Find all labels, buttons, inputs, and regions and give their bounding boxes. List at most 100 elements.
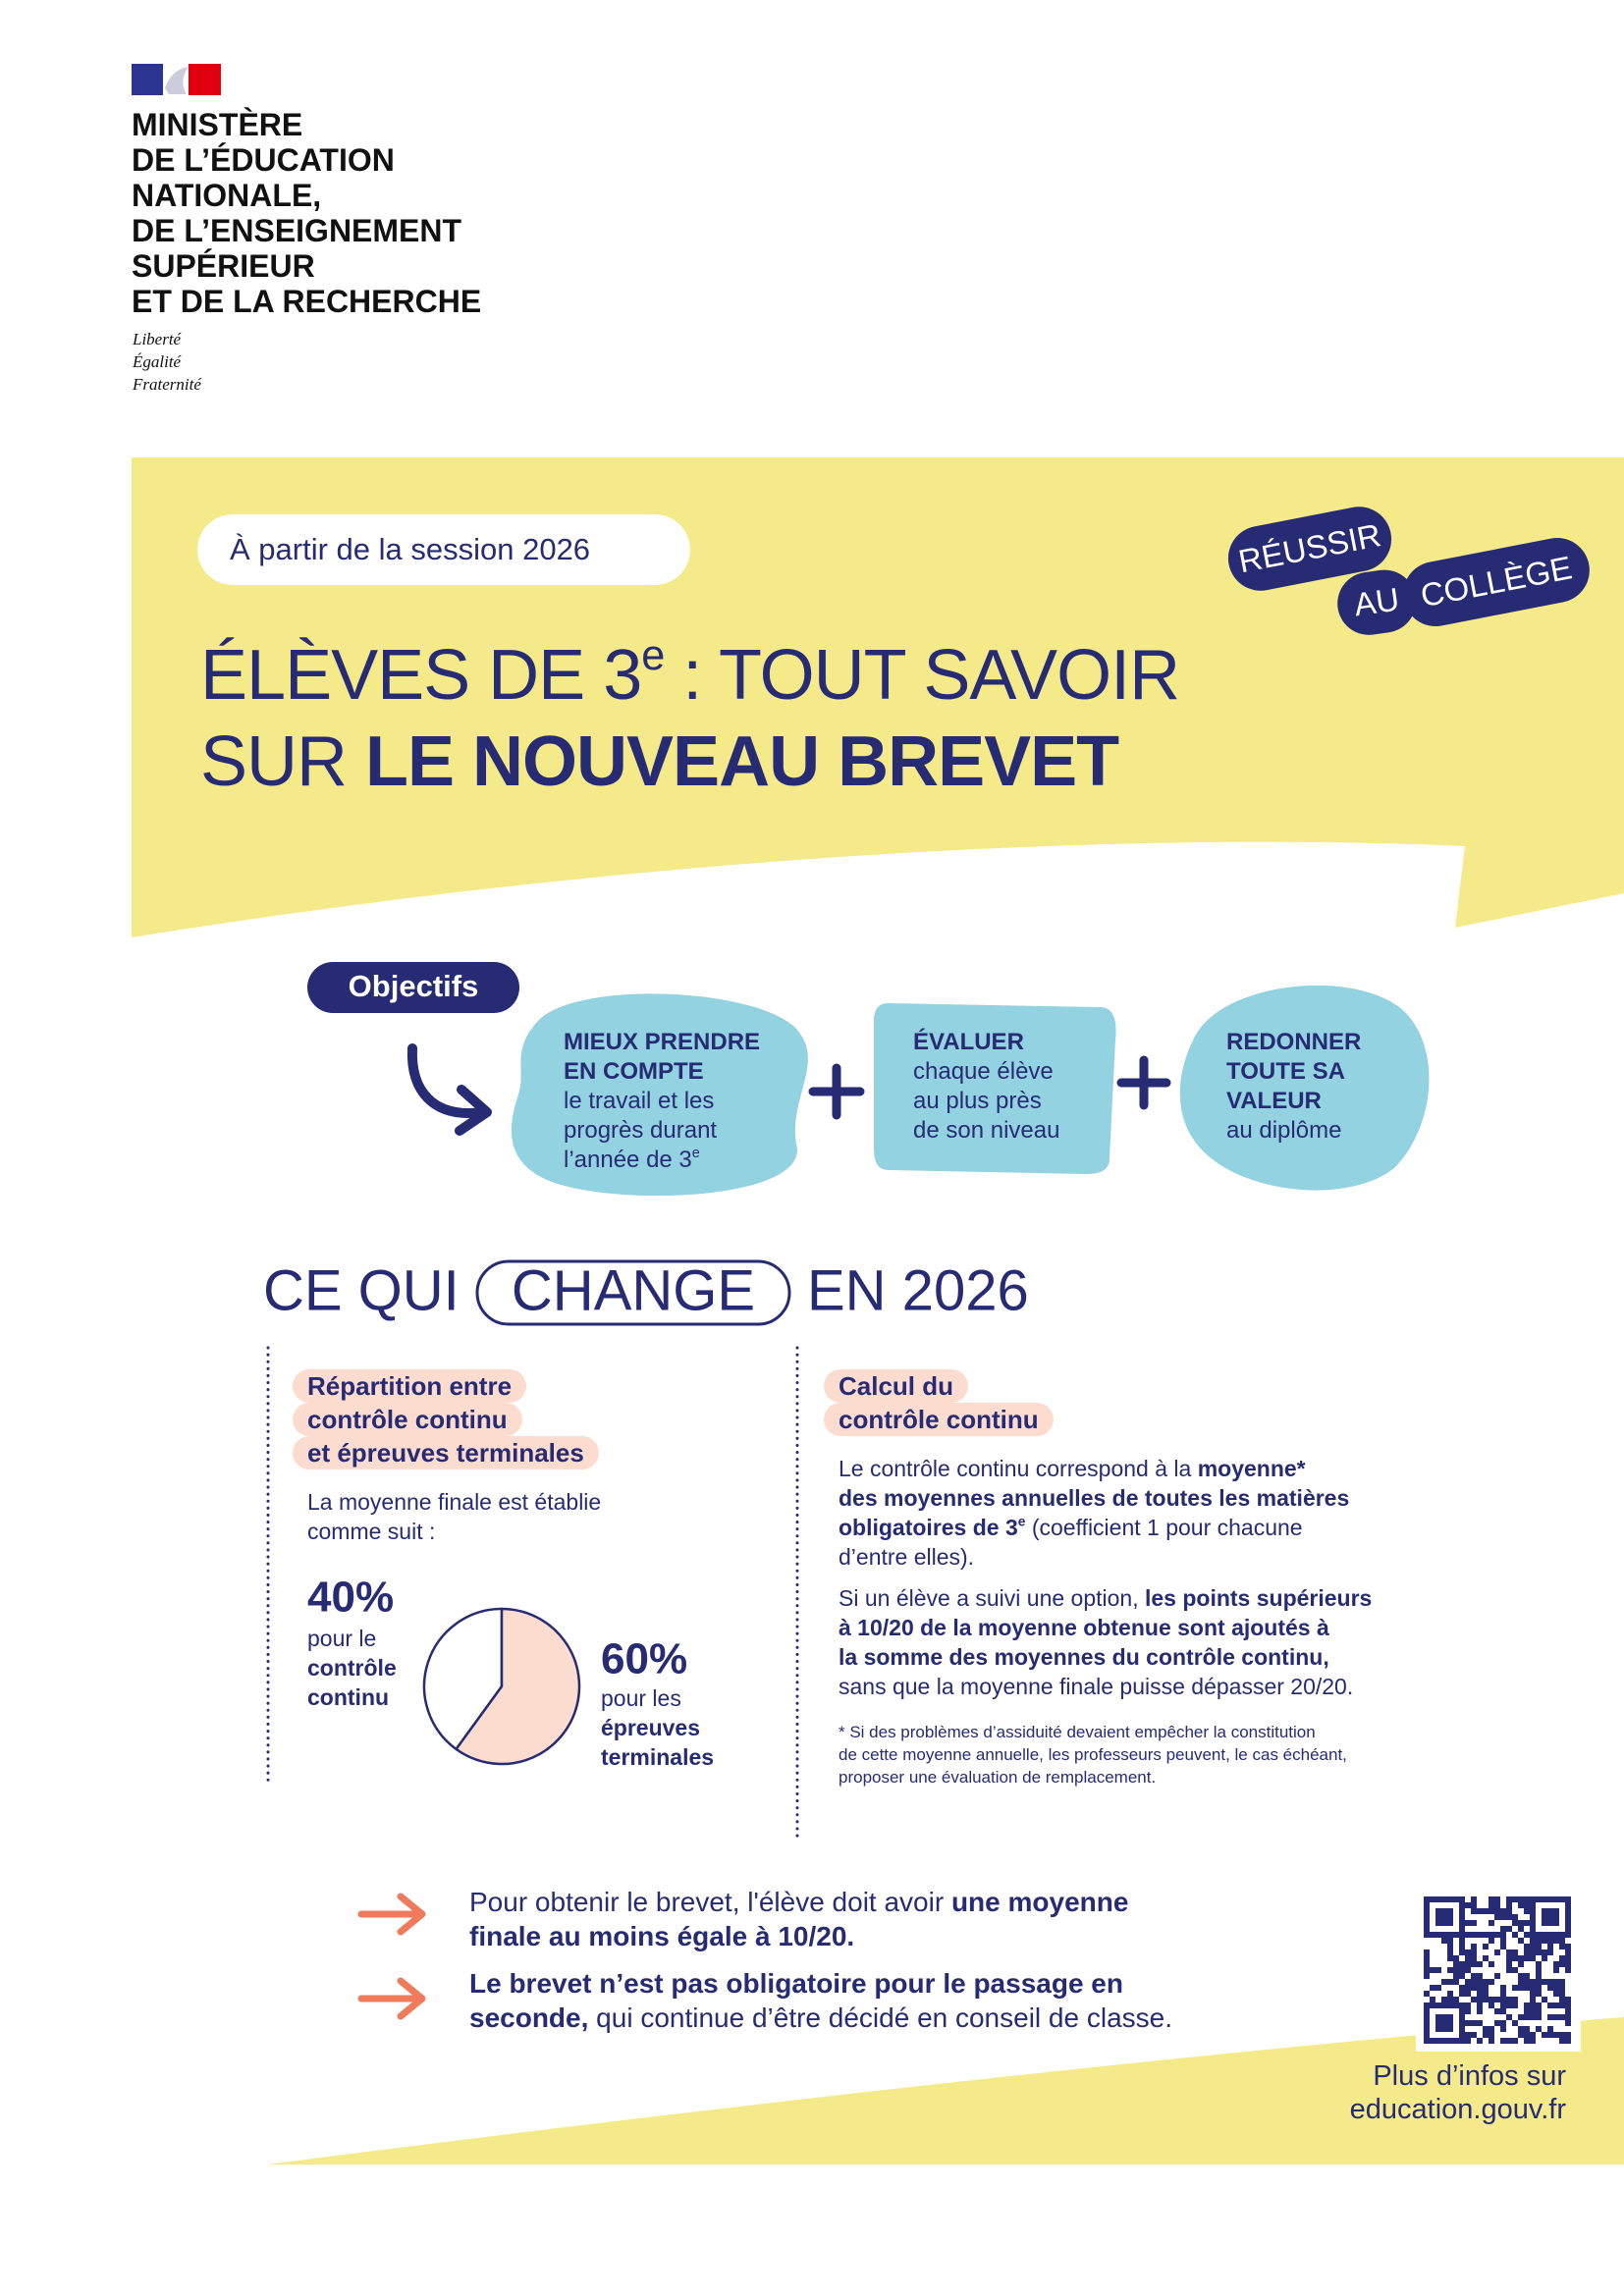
changes-title: EN 2026 [807, 1258, 1029, 1322]
session-pill [197, 514, 690, 585]
ministry-name: MINISTÈRE DE L’ÉDUCATION NATIONALE, DE L’EN… [132, 107, 481, 319]
plus-sign [808, 1063, 865, 1120]
objective-text: ÉVALUER chaque élève au plus près de son ni… [913, 1028, 1059, 1146]
text-line: La moyenne finale est établie [307, 1487, 601, 1517]
superscript: e [691, 1145, 700, 1161]
text-run: comme suit : [307, 1519, 436, 1544]
pie-value-label: 60% [601, 1635, 687, 1683]
text-run: qui continue d’être décidé en conseil de… [588, 2002, 1172, 2033]
text-run: l’année de 3 [564, 1147, 692, 1173]
text-line: finale au moins égale à 10/20. [469, 1919, 1128, 1953]
text-run: de cette moyenne annuelle, les professeu… [839, 1745, 1347, 1764]
text-run: progrès durant [564, 1117, 718, 1144]
session-label: À partir de la session 2026 [230, 532, 591, 566]
text-line: REDONNER [1226, 1028, 1361, 1057]
text-run: la somme des moyennes du contrôle contin… [839, 1644, 1329, 1670]
badge-pill [1227, 507, 1392, 591]
text-run: Le contrôle continu correspond à la [839, 1456, 1198, 1481]
logo-red [189, 64, 221, 95]
text-run: VALEUR [1226, 1088, 1322, 1114]
footnote: * Si des problèmes d’assiduité devaient … [839, 1721, 1347, 1789]
text-run: proposer une évaluation de remplacement. [839, 1768, 1157, 1787]
qr-code [1424, 1896, 1571, 2044]
text-line: DE L’ENSEIGNEMENT [132, 213, 462, 248]
badge-1: RÉUSSIR [1227, 507, 1392, 591]
text-run: Répartition entre [307, 1371, 513, 1401]
text-line: ÉLÈVES DE 3e : TOUT SAVOIR [200, 632, 1180, 719]
text-line: de cette moyenne annuelle, les professeu… [839, 1743, 1347, 1766]
text-line: Répartition entre [293, 1369, 527, 1403]
text-run: e [1018, 1515, 1026, 1540]
logo-profile [165, 67, 189, 94]
plus-sign [1116, 1055, 1171, 1110]
text-run: La moyenne finale est établie [307, 1489, 602, 1515]
text-line: EN COMPTE [564, 1057, 760, 1087]
text-run: * Si des problèmes d’assiduité devaient … [839, 1723, 1316, 1741]
text-run: TOUTE SA [1226, 1058, 1345, 1085]
arrow-head [455, 1085, 492, 1136]
text-run: épreuves [601, 1715, 701, 1740]
text-line: au plus près [913, 1087, 1059, 1116]
text-line: Égalité [133, 352, 182, 371]
text-run: Pour obtenir le brevet, l'élève doit avo… [469, 1887, 951, 1917]
text-run: EN COMPTE [564, 1058, 704, 1085]
logo-blue [132, 64, 163, 95]
text-run: finale au moins égale à 10/20. [469, 1921, 855, 1951]
text-line: Calcul du [824, 1369, 969, 1403]
pie-slice [422, 1607, 504, 1751]
objective-text: MIEUX PRENDRE EN COMPTE le travail et les p… [564, 1028, 760, 1175]
text-line: NATIONALE, [132, 178, 322, 213]
text-line: épreuves [601, 1713, 714, 1742]
section-heading: Répartition entre contrôle continu et épre… [293, 1369, 599, 1469]
title-box [475, 1259, 791, 1326]
paragraph: Le contrôle continu correspond à la moye… [839, 1454, 1349, 1572]
text-line: ET DE LA RECHERCHE [132, 284, 482, 319]
text-line: au diplôme [1226, 1116, 1361, 1146]
text-run: sans que la moyenne finale puisse dépass… [839, 1674, 1354, 1699]
text-run: obligatoires de 3 [839, 1515, 1018, 1540]
more-info: Plus d’infos sur education.gouv.fr [1350, 2059, 1566, 2126]
text-line: contrôle continu [824, 1403, 1054, 1436]
objective-blob [511, 993, 808, 1197]
text-run: continu [307, 1684, 390, 1710]
text-run: pour le [307, 1626, 377, 1651]
text-line: MIEUX PRENDRE [564, 1028, 760, 1057]
text-line: pour les [601, 1683, 714, 1713]
objective-blob [1179, 985, 1430, 1191]
text-run: au diplôme [1226, 1117, 1342, 1144]
pie-caption: pour le contrôle continu [307, 1624, 397, 1712]
text-run: une moyenne [950, 1887, 1129, 1917]
text-line: TOUTE SA [1226, 1057, 1361, 1087]
text-line: SUR LE NOUVEAU BREVET [200, 719, 1179, 805]
text-run: contrôle continu [307, 1405, 508, 1434]
text-line: Le contrôle continu correspond à la moye… [839, 1454, 1349, 1483]
text-run: les points supérieurs [1144, 1585, 1373, 1611]
text-line: à 10/20 de la moyenne obtenue sont ajout… [839, 1613, 1372, 1642]
text-line: seconde, qui continue d’être décidé en c… [469, 2001, 1172, 2035]
text-line: VALEUR [1226, 1087, 1361, 1116]
objective-text: REDONNER TOUTE SA VALEUR au diplôme [1226, 1028, 1361, 1146]
key-point: Pour obtenir le brevet, l'élève doit avo… [469, 1885, 1128, 1953]
pie-caption: pour les épreuves terminales [601, 1683, 714, 1772]
text-line: Le brevet n’est pas obligatoire pour le … [469, 1966, 1172, 2001]
pie-chart [422, 1607, 581, 1766]
text-run: Si un élève a suivi une option, [839, 1585, 1145, 1611]
text-line: l’année de 3e [564, 1146, 760, 1175]
bullet-arrow [357, 1977, 426, 2020]
text-run: REDONNER [1226, 1029, 1362, 1055]
main-title: ÉLÈVES DE 3e : TOUT SAVOIR SUR LE NOUVEAU… [200, 632, 1180, 805]
text-line: Si un élève a suivi une option, les poin… [839, 1583, 1372, 1613]
text-line: comme suit : [307, 1517, 601, 1546]
text-line: Fraternité [133, 375, 201, 394]
text-run: MIEUX PRENDRE [564, 1029, 761, 1055]
paragraph: Si un élève a suivi une option, les poin… [839, 1583, 1372, 1701]
text-run: contrôle [307, 1655, 397, 1681]
text-run: moyenne* [1197, 1456, 1306, 1481]
badge-text: AU [1352, 580, 1402, 622]
bottom-band [267, 2017, 1624, 2164]
text-run: e [692, 1147, 700, 1173]
text-line: DE L’ÉDUCATION [132, 142, 395, 178]
text-line: continu [307, 1682, 397, 1712]
